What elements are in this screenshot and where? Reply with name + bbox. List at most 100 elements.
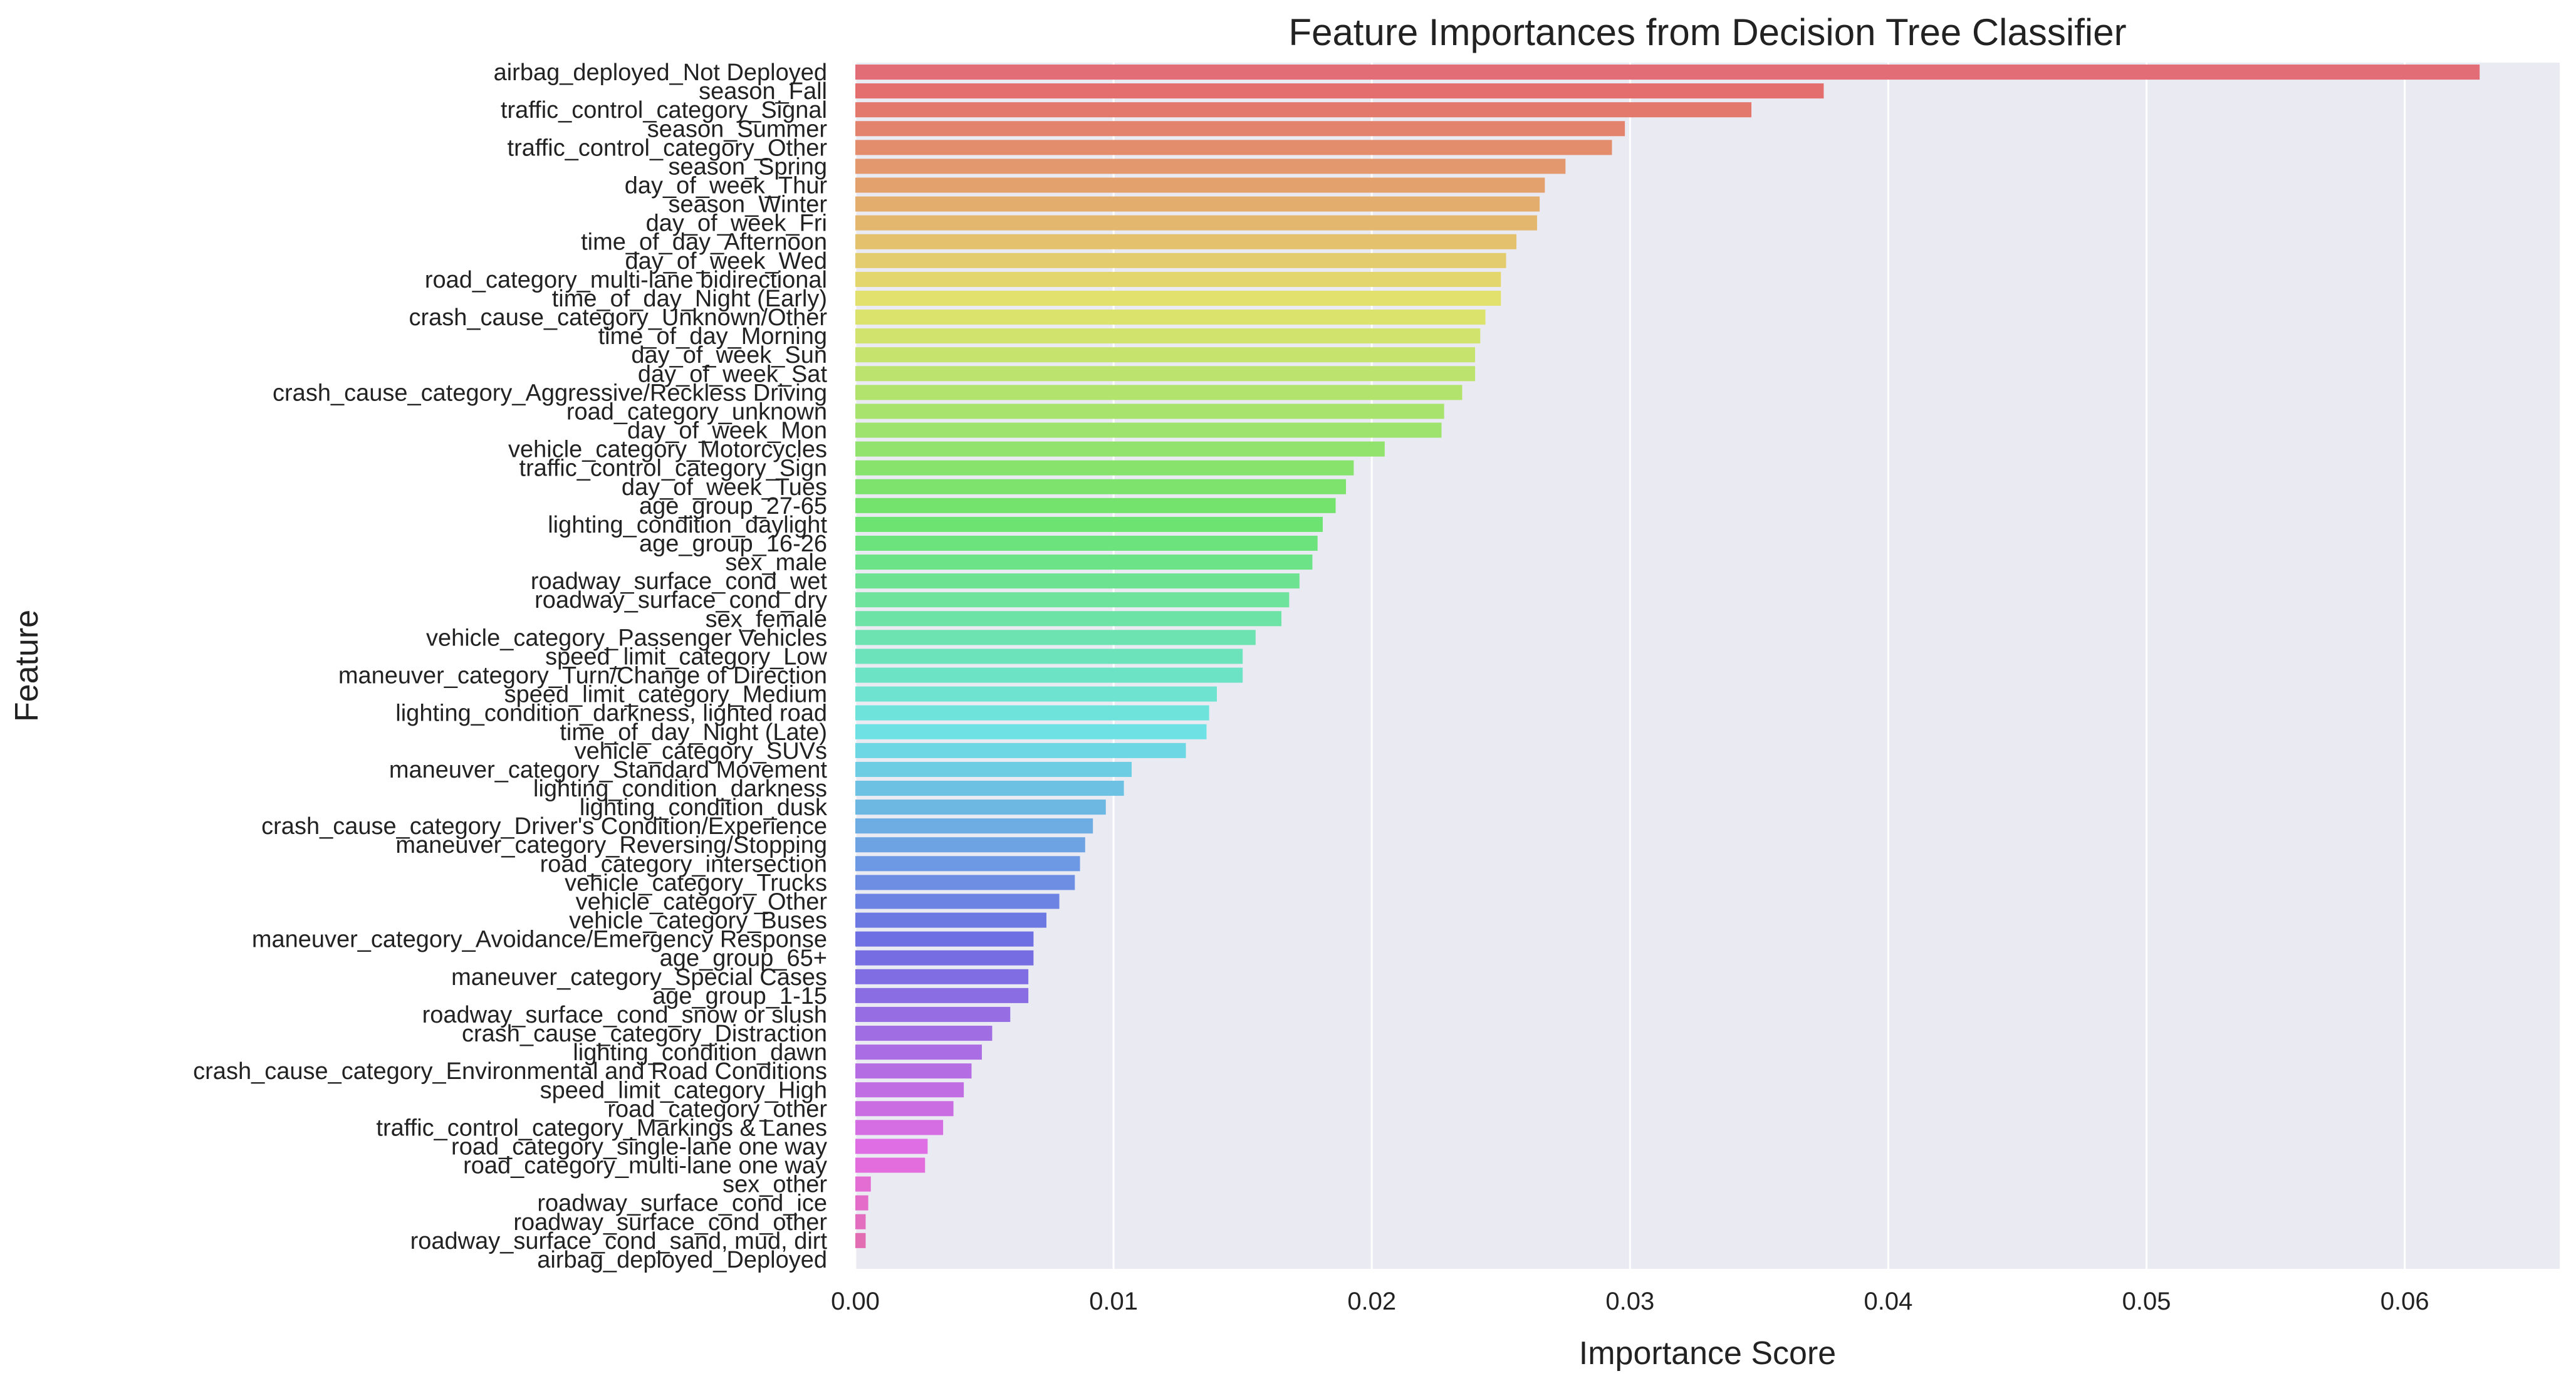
y-tick-label: day_of_week_Tues: [622, 474, 827, 501]
y-tick-label: crash_cause_category_Environmental and R…: [193, 1058, 827, 1085]
bar: [855, 479, 1347, 494]
bar: [855, 310, 1486, 325]
x-tick-label: 0.01: [1089, 1288, 1138, 1315]
bar: [855, 743, 1186, 758]
y-tick-label: time_of_day_Night (Late): [560, 719, 827, 746]
bar: [855, 1232, 866, 1248]
bar: [855, 1045, 982, 1060]
bar: [855, 573, 1300, 589]
y-tick-label: crash_cause_category_Driver's Condition/…: [261, 813, 827, 840]
y-tick-label: traffic_control_category_Signal: [501, 97, 827, 123]
chart-title: Feature Importances from Decision Tree C…: [1288, 11, 2126, 53]
y-tick-label: lighting_condition_dawn: [573, 1040, 827, 1066]
y-tick-label: day_of_week_Mon: [627, 418, 827, 444]
bar: [855, 196, 1540, 212]
bar: [855, 761, 1132, 777]
y-tick-label: lighting_condition_darkness: [533, 776, 827, 802]
bar: [855, 83, 1824, 99]
y-tick-label: season_Fall: [699, 78, 827, 105]
y-tick-label: speed_limit_category_Medium: [504, 682, 827, 708]
x-tick-label: 0.02: [1347, 1288, 1396, 1315]
y-tick-label: season_Winter: [669, 192, 828, 218]
bar: [855, 271, 1501, 287]
y-tick-label: road_category_multi-lane bidirectional: [425, 267, 827, 293]
x-tick-label: 0.03: [1605, 1288, 1654, 1315]
x-axis-label: Importance Score: [1579, 1335, 1836, 1372]
bar: [855, 121, 1625, 137]
y-tick-label: vehicle_category_Other: [576, 889, 828, 915]
bar: [855, 102, 1752, 118]
y-tick-label: traffic_control_category_Other: [508, 135, 828, 161]
bar: [855, 686, 1217, 702]
y-tick-label: road_category_single-lane one way: [451, 1133, 827, 1160]
y-tick-labels: airbag_deployed_Not Deployedseason_Fallt…: [193, 60, 828, 1273]
y-tick-label: sex_other: [722, 1172, 827, 1198]
y-tick-label: vehicle_category_Trucks: [565, 870, 827, 896]
y-tick-label: vehicle_category_Motorcycles: [508, 437, 827, 463]
y-tick-label: traffic_control_category_Sign: [519, 456, 827, 482]
y-tick-label: maneuver_category_Standard Movement: [389, 757, 828, 783]
y-tick-label: day_of_week_Sat: [638, 361, 828, 387]
y-tick-label: airbag_deployed_Deployed: [537, 1247, 827, 1273]
bar: [855, 140, 1612, 155]
y-tick-label: day_of_week_Thur: [625, 173, 828, 199]
bar: [855, 1157, 926, 1173]
bar: [855, 1025, 993, 1041]
y-tick-label: day_of_week_Sun: [631, 342, 827, 368]
y-tick-label: speed_limit_category_High: [540, 1077, 827, 1103]
bar: [855, 667, 1243, 683]
bar: [855, 385, 1463, 400]
y-tick-label: vehicle_category_Buses: [569, 908, 827, 934]
bar: [855, 290, 1501, 306]
bar: [855, 818, 1093, 834]
y-tick-label: maneuver_category_Avoidance/Emergency Re…: [252, 927, 827, 953]
bar: [855, 1214, 866, 1229]
y-tick-label: age_group_16-26: [639, 531, 827, 557]
bar: [855, 498, 1336, 513]
bar: [855, 1195, 868, 1211]
bar: [855, 856, 1080, 872]
bar: [855, 422, 1442, 438]
y-tick-label: age_group_1-15: [652, 983, 827, 1009]
y-tick-label: road_category_multi-lane one way: [463, 1153, 827, 1179]
bar: [855, 800, 1106, 815]
bar: [855, 215, 1537, 231]
y-tick-label: roadway_surface_cond_snow or slush: [422, 1002, 827, 1028]
x-tick-label: 0.00: [831, 1288, 880, 1315]
y-tick-label: maneuver_category_Reversing/Stopping: [395, 832, 827, 858]
y-tick-label: time_of_day_Afternoon: [581, 229, 827, 256]
bar: [855, 65, 2480, 80]
bar: [855, 1139, 928, 1154]
bar: [855, 592, 1290, 608]
y-tick-label: road_category_other: [607, 1096, 827, 1122]
y-tick-label: season_Summer: [647, 116, 828, 142]
y-tick-label: sex_male: [725, 550, 827, 576]
bar: [855, 555, 1313, 570]
bar: [855, 177, 1545, 193]
bar: [855, 347, 1476, 363]
bar: [855, 159, 1566, 174]
x-tick-labels: 0.00 0.01 0.02 0.03 0.04 0.05 0.06: [831, 1288, 2429, 1315]
y-tick-label: lighting_condition_darkness, lighted roa…: [395, 701, 827, 727]
y-tick-label: vehicle_category_SUVs: [575, 738, 827, 764]
bar: [855, 780, 1124, 796]
y-tick-label: age_group_27-65: [639, 493, 827, 519]
bar: [855, 234, 1517, 249]
y-axis-label: Feature: [9, 610, 45, 722]
y-tick-label: day_of_week_Wed: [625, 248, 827, 274]
bar: [855, 1006, 1011, 1022]
y-tick-label: traffic_control_category_Markings & Lane…: [376, 1115, 827, 1141]
bar: [855, 328, 1481, 344]
y-tick-label: lighting_condition_dusk: [580, 795, 828, 821]
bar: [855, 366, 1476, 382]
bar: [855, 837, 1085, 853]
bar: [855, 460, 1354, 476]
y-tick-label: day_of_week_Fri: [646, 211, 827, 237]
y-tick-label: season_Spring: [668, 154, 827, 180]
bar: [855, 724, 1207, 739]
y-tick-label: vehicle_category_Passenger Vehicles: [426, 625, 827, 651]
bar: [855, 931, 1034, 947]
y-tick-label: sex_female: [706, 606, 827, 632]
y-tick-label: airbag_deployed_Not Deployed: [494, 60, 827, 86]
